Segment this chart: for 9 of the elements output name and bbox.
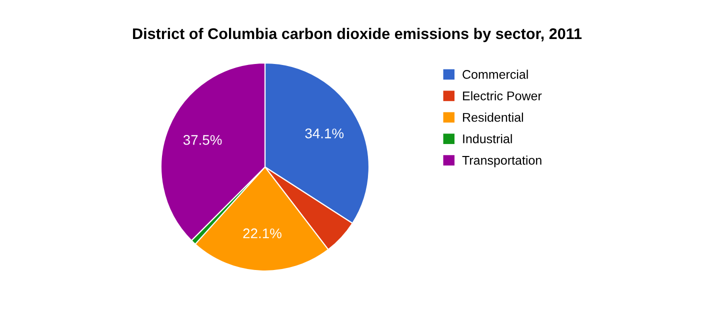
legend-label: Industrial	[463, 134, 512, 144]
legend-label: Electric Power	[463, 91, 542, 100]
chart-title: District of Columbia carbon dioxide emissions by sector, 2011	[133, 28, 582, 42]
data-label: 37.5%	[183, 135, 222, 145]
data-label: 34.1%	[305, 128, 344, 138]
legend-label: Commercial	[462, 70, 528, 79]
legend-label: Residential	[463, 112, 524, 122]
legend-label: Transportation	[462, 156, 542, 168]
data-label: 22.1%	[243, 228, 282, 238]
